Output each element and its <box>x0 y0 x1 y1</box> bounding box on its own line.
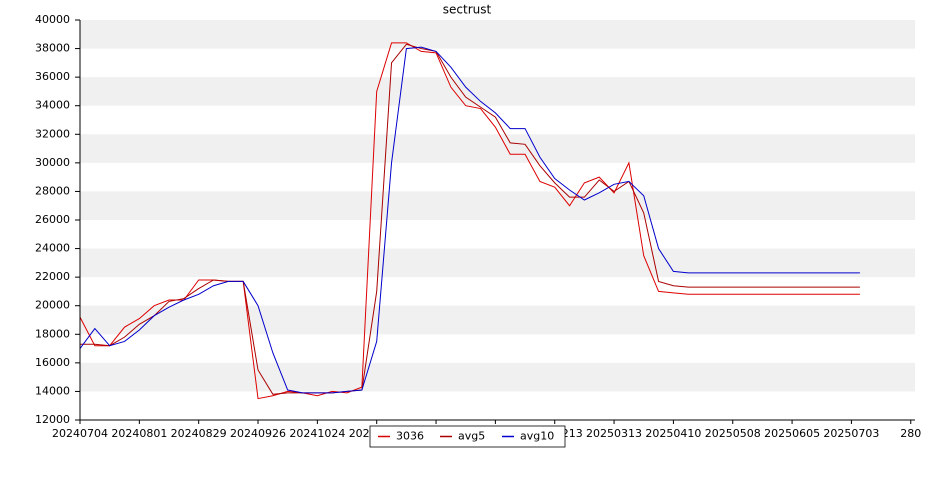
grid-band <box>80 20 915 49</box>
x-tick-label: 20240801 <box>111 427 167 440</box>
y-tick-label: 34000 <box>35 99 70 112</box>
x-tick-label: 20250410 <box>645 427 701 440</box>
legend-box <box>369 425 566 448</box>
y-tick-label: 20000 <box>35 299 70 312</box>
x-tick-label: 20240926 <box>230 427 286 440</box>
grid <box>80 20 915 392</box>
y-tick-label: 26000 <box>35 213 70 226</box>
y-tick-label: 24000 <box>35 242 70 255</box>
y-tick-label: 16000 <box>35 356 70 369</box>
chart-title: sectrust <box>443 3 492 17</box>
grid-band <box>80 305 915 335</box>
x-tick-label: 20240829 <box>171 427 227 440</box>
x-tick-label: 20240704 <box>52 427 108 440</box>
grid-band <box>80 362 915 392</box>
legend: 3036 avg5 avg10 <box>369 425 566 448</box>
grid-band <box>80 191 915 220</box>
lines <box>79 42 860 400</box>
legend-label: avg10 <box>520 430 554 443</box>
y-tick-label: 18000 <box>35 327 70 340</box>
x-tick-label: 20250313 <box>586 427 642 440</box>
x-tick-label: 20250508 <box>705 427 761 440</box>
grid-band <box>80 134 915 163</box>
y-tick-label: 40000 <box>35 13 70 26</box>
series-line <box>80 43 860 395</box>
x-tick-label: 20250703 <box>823 427 879 440</box>
legend-label: 3036 <box>396 430 424 443</box>
x-tick-label: 20250605 <box>764 427 820 440</box>
y-tick-label: 36000 <box>35 70 70 83</box>
y-tick-label: 14000 <box>35 384 70 397</box>
y-tick-label: 22000 <box>35 270 70 283</box>
x-tick-label: 20241024 <box>289 427 345 440</box>
y-tick-label: 38000 <box>35 42 70 55</box>
series-line <box>79 42 860 400</box>
y-tick-label: 12000 <box>35 413 70 426</box>
y-tick-label: 30000 <box>35 156 70 169</box>
legend-label: avg5 <box>458 430 485 443</box>
y-tick-label: 32000 <box>35 127 70 140</box>
grid-band <box>80 77 915 106</box>
x-tick-label: 280 <box>900 427 921 440</box>
series-line <box>79 46 860 394</box>
y-tick-label: 28000 <box>35 184 70 197</box>
